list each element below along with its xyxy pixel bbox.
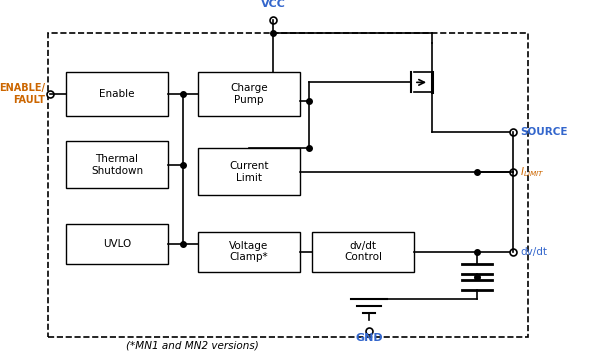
FancyBboxPatch shape <box>66 224 168 264</box>
FancyBboxPatch shape <box>198 148 300 195</box>
Text: ENABLE/
FAULT: ENABLE/ FAULT <box>0 83 45 105</box>
FancyBboxPatch shape <box>198 72 300 116</box>
Text: GND: GND <box>355 333 383 343</box>
FancyBboxPatch shape <box>312 232 414 272</box>
Text: Charge
Pump: Charge Pump <box>230 83 268 105</box>
FancyBboxPatch shape <box>66 141 168 188</box>
Text: Enable: Enable <box>99 89 135 99</box>
Text: UVLO: UVLO <box>103 239 131 249</box>
Text: $I_{LIMIT}$: $I_{LIMIT}$ <box>520 165 545 179</box>
FancyBboxPatch shape <box>66 72 168 116</box>
Text: Voltage
Clamp*: Voltage Clamp* <box>229 241 269 262</box>
Text: dv/dt: dv/dt <box>520 247 547 257</box>
Text: Current
Limit: Current Limit <box>229 161 269 183</box>
Text: (*MN1 and MN2 versions): (*MN1 and MN2 versions) <box>125 340 259 350</box>
Text: Thermal
Shutdown: Thermal Shutdown <box>91 154 143 176</box>
Text: VCC: VCC <box>260 0 286 9</box>
FancyBboxPatch shape <box>198 232 300 272</box>
Text: SOURCE: SOURCE <box>520 127 568 137</box>
Text: dv/dt
Control: dv/dt Control <box>344 241 382 262</box>
